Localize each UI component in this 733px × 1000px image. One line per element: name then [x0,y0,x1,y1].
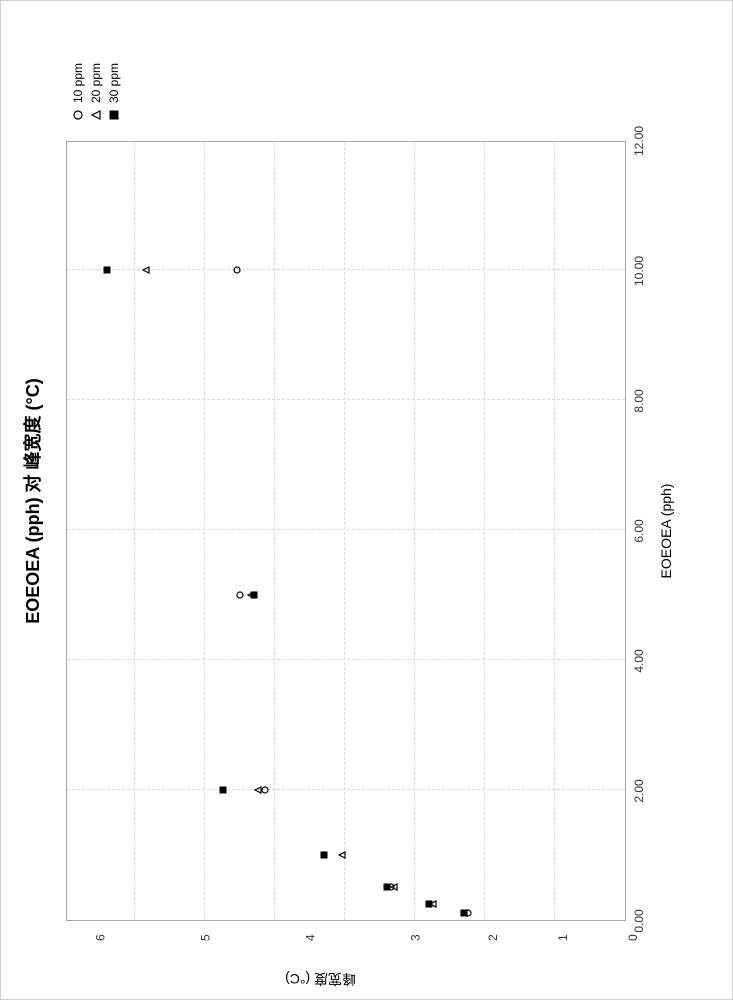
legend-marker-icon [108,109,120,121]
data-point [254,786,262,794]
legend-marker-icon [72,109,84,121]
legend-item: 20 ppm [89,63,103,121]
legend-item: 10 ppm [71,63,85,121]
data-point [233,266,241,274]
chart-canvas: EOEOEA (pph) 对 峰宽度 (°C) EOEOEA (pph) 峰宽度… [11,11,711,991]
x-tick-label: 12.00 [632,126,646,156]
x-tick-label: 4.00 [632,649,646,672]
legend-label: 10 ppm [71,63,85,103]
grid-h [344,142,345,920]
legend-marker-icon [90,109,102,121]
data-point [390,884,398,892]
data-point [219,786,227,794]
grid-h [554,142,555,920]
data-point [103,266,111,274]
legend-label: 30 ppm [107,63,121,103]
legend: 10 ppm 20 ppm 30 ppm [71,63,125,121]
grid-v [67,529,625,530]
grid-h [484,142,485,920]
x-tick-label: 10.00 [632,256,646,286]
data-point [320,851,328,859]
x-tick-label: 0.00 [632,909,646,932]
data-point [338,851,346,859]
y-tick-label: 3 [409,934,424,941]
data-point [460,910,468,918]
x-tick-label: 2.00 [632,779,646,802]
grid-v [67,269,625,270]
legend-item: 30 ppm [107,63,121,121]
data-point [236,591,244,599]
data-point [425,900,433,908]
chart-title: EOEOEA (pph) 对 峰宽度 (°C) [19,11,45,991]
grid-h [204,142,205,920]
x-tick-label: 6.00 [632,519,646,542]
data-point [142,266,150,274]
x-tick-label: 8.00 [632,389,646,412]
data-point [250,591,258,599]
grid-v [67,659,625,660]
y-tick-label: 8 [0,934,249,941]
grid-v [67,789,625,790]
grid-h [134,142,135,920]
x-axis-label: EOEOEA (pph) [658,141,674,921]
grid-h [414,142,415,920]
legend-label: 20 ppm [89,63,103,103]
data-point [261,786,269,794]
data-point [383,884,391,892]
grid-v [67,399,625,400]
page: EOEOEA (pph) 对 峰宽度 (°C) EOEOEA (pph) 峰宽度… [0,0,733,1000]
grid-h [274,142,275,920]
plot-area [66,141,626,921]
